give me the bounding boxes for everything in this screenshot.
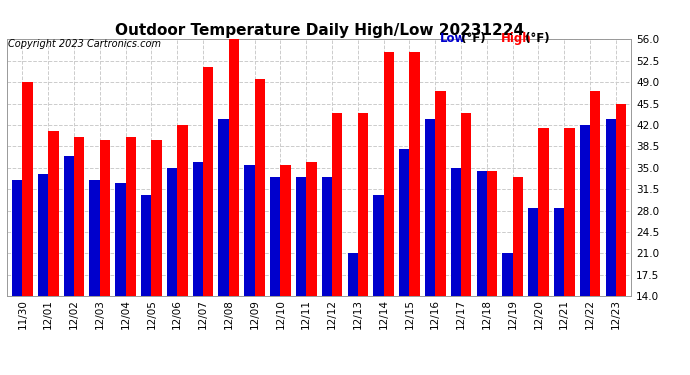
Bar — [151, 140, 161, 296]
Bar — [193, 162, 203, 296]
Bar — [22, 82, 32, 296]
Bar — [399, 150, 409, 296]
Bar — [461, 113, 471, 296]
Bar — [513, 177, 523, 296]
Bar — [528, 208, 538, 296]
Bar — [296, 177, 306, 296]
Text: (°F): (°F) — [521, 32, 549, 45]
Bar — [580, 125, 590, 296]
Bar — [384, 52, 394, 296]
Bar — [606, 119, 616, 296]
Bar — [332, 113, 342, 296]
Bar — [74, 137, 84, 296]
Text: High: High — [501, 32, 531, 45]
Bar — [451, 168, 461, 296]
Bar — [126, 137, 136, 296]
Bar — [167, 168, 177, 296]
Bar — [48, 131, 59, 296]
Bar — [177, 125, 188, 296]
Bar — [373, 195, 384, 296]
Bar — [115, 183, 126, 296]
Bar — [270, 177, 280, 296]
Bar — [616, 104, 627, 296]
Bar — [590, 92, 600, 296]
Bar — [280, 165, 290, 296]
Bar — [219, 119, 229, 296]
Text: (°F): (°F) — [457, 32, 485, 45]
Bar — [502, 254, 513, 296]
Bar — [90, 180, 100, 296]
Bar — [564, 128, 575, 296]
Bar — [435, 92, 446, 296]
Bar — [425, 119, 435, 296]
Bar — [477, 171, 487, 296]
Bar — [322, 177, 332, 296]
Title: Outdoor Temperature Daily High/Low 20231224: Outdoor Temperature Daily High/Low 20231… — [115, 23, 524, 38]
Bar — [306, 162, 317, 296]
Bar — [100, 140, 110, 296]
Bar — [358, 113, 368, 296]
Bar — [255, 79, 265, 296]
Bar — [229, 39, 239, 296]
Bar — [141, 195, 151, 296]
Bar — [409, 52, 420, 296]
Bar — [63, 156, 74, 296]
Bar — [203, 67, 213, 296]
Bar — [244, 165, 255, 296]
Bar — [38, 174, 48, 296]
Text: Low: Low — [440, 32, 466, 45]
Bar — [554, 208, 564, 296]
Text: Copyright 2023 Cartronics.com: Copyright 2023 Cartronics.com — [8, 39, 161, 50]
Bar — [348, 254, 358, 296]
Bar — [12, 180, 22, 296]
Bar — [538, 128, 549, 296]
Bar — [487, 171, 497, 296]
